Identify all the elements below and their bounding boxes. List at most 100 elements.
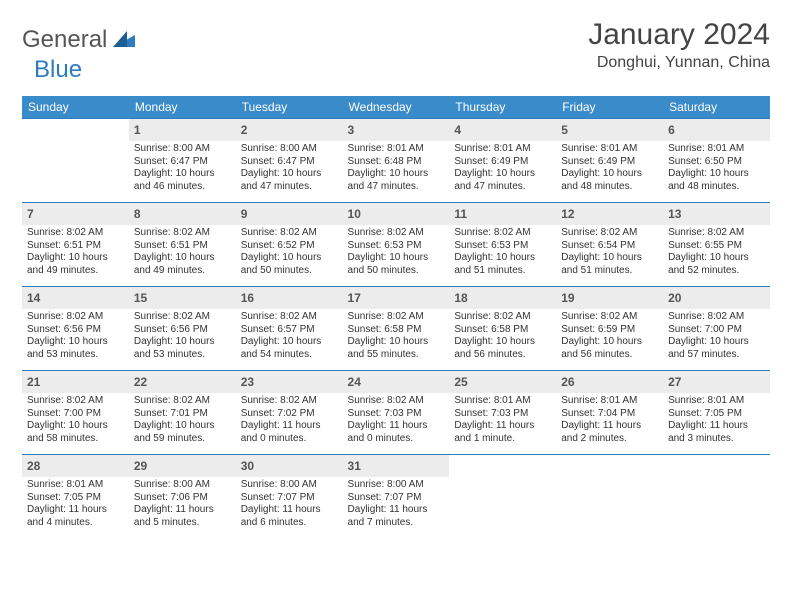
- calendar-cell: 18 Sunrise: 8:02 AMSunset: 6:58 PMDayligh…: [449, 287, 556, 371]
- month-title: January 2024: [588, 18, 770, 52]
- weekday-header: Saturday: [663, 96, 770, 119]
- calendar-cell: 30 Sunrise: 8:00 AMSunset: 7:07 PMDayligh…: [236, 455, 343, 539]
- calendar-cell: 15 Sunrise: 8:02 AMSunset: 6:56 PMDayligh…: [129, 287, 236, 371]
- day-details: Sunrise: 8:02 AMSunset: 6:51 PMDaylight:…: [22, 225, 129, 281]
- calendar-cell: 22Sunrise: 8:02 AMSunset: 7:01 PMDayligh…: [129, 371, 236, 455]
- day-number: 19: [561, 291, 574, 305]
- day-number: 31: [348, 459, 361, 473]
- day-details: Sunrise: 8:02 AMSunset: 6:55 PMDaylight:…: [663, 225, 770, 281]
- day-details: Sunrise: 8:00 AMSunset: 7:07 PMDaylight:…: [343, 477, 450, 533]
- day-details: Sunrise: 8:02 AMSunset: 6:53 PMDaylight:…: [449, 225, 556, 281]
- day-number: 20: [668, 291, 681, 305]
- day-number: 13: [668, 207, 681, 221]
- weekday-header: Wednesday: [343, 96, 450, 119]
- day-details: Sunrise: 8:00 AMSunset: 7:07 PMDaylight:…: [236, 477, 343, 533]
- day-details: Sunrise: 8:02 AMSunset: 6:57 PMDaylight:…: [236, 309, 343, 365]
- calendar-cell: 17 Sunrise: 8:02 AMSunset: 6:58 PMDayligh…: [343, 287, 450, 371]
- day-details: Sunrise: 8:02 AMSunset: 6:58 PMDaylight:…: [449, 309, 556, 365]
- day-number: 15: [134, 291, 147, 305]
- day-details: Sunrise: 8:01 AMSunset: 6:50 PMDaylight:…: [663, 141, 770, 197]
- calendar-cell: 1Sunrise: 8:00 AMSunset: 6:47 PMDaylight…: [129, 119, 236, 203]
- calendar-cell: 5 Sunrise: 8:01 AMSunset: 6:49 PMDaylight…: [556, 119, 663, 203]
- day-number: 9: [241, 207, 248, 221]
- calendar-cell: 19 Sunrise: 8:02 AMSunset: 6:59 PMDayligh…: [556, 287, 663, 371]
- day-number: 26: [561, 375, 574, 389]
- calendar-table: SundayMondayTuesdayWednesdayThursdayFrid…: [22, 96, 770, 539]
- calendar-cell: [556, 455, 663, 539]
- calendar-cell: 9Sunrise: 8:02 AMSunset: 6:52 PMDaylight…: [236, 203, 343, 287]
- day-number: 16: [241, 291, 254, 305]
- calendar-body: 1Sunrise: 8:00 AMSunset: 6:47 PMDaylight…: [22, 119, 770, 539]
- brand-text-1: General: [22, 26, 107, 54]
- day-number: 10: [348, 207, 361, 221]
- calendar-cell: 27 Sunrise: 8:01 AMSunset: 7:05 PMDayligh…: [663, 371, 770, 455]
- calendar-cell: 16 Sunrise: 8:02 AMSunset: 6:57 PMDayligh…: [236, 287, 343, 371]
- brand-text-2: Blue: [34, 56, 82, 83]
- day-number: 7: [27, 207, 34, 221]
- calendar-cell: 28Sunrise: 8:01 AMSunset: 7:05 PMDayligh…: [22, 455, 129, 539]
- day-number: 3: [348, 123, 355, 137]
- calendar-cell: 13 Sunrise: 8:02 AMSunset: 6:55 PMDayligh…: [663, 203, 770, 287]
- calendar-cell: 21 Sunrise: 8:02 AMSunset: 7:00 PMDayligh…: [22, 371, 129, 455]
- day-details: Sunrise: 8:02 AMSunset: 7:00 PMDaylight:…: [663, 309, 770, 365]
- calendar-row: 28Sunrise: 8:01 AMSunset: 7:05 PMDayligh…: [22, 455, 770, 539]
- day-details: Sunrise: 8:00 AMSunset: 6:47 PMDaylight:…: [129, 141, 236, 197]
- day-number: 27: [668, 375, 681, 389]
- day-number: 18: [454, 291, 467, 305]
- weekday-header: Friday: [556, 96, 663, 119]
- calendar-cell: 12Sunrise: 8:02 AMSunset: 6:54 PMDayligh…: [556, 203, 663, 287]
- calendar-row: 1Sunrise: 8:00 AMSunset: 6:47 PMDaylight…: [22, 119, 770, 203]
- day-number: 2: [241, 123, 248, 137]
- day-details: Sunrise: 8:02 AMSunset: 7:01 PMDaylight:…: [129, 393, 236, 449]
- day-details: Sunrise: 8:02 AMSunset: 6:59 PMDaylight:…: [556, 309, 663, 365]
- calendar-cell: 10 Sunrise: 8:02 AMSunset: 6:53 PMDayligh…: [343, 203, 450, 287]
- calendar-row: 14 Sunrise: 8:02 AMSunset: 6:56 PMDayligh…: [22, 287, 770, 371]
- day-number: 21: [27, 375, 40, 389]
- day-number: 5: [561, 123, 568, 137]
- day-number: 8: [134, 207, 141, 221]
- day-number: 6: [668, 123, 675, 137]
- calendar-cell: [663, 455, 770, 539]
- day-details: Sunrise: 8:01 AMSunset: 7:05 PMDaylight:…: [663, 393, 770, 449]
- day-details: Sunrise: 8:02 AMSunset: 6:54 PMDaylight:…: [556, 225, 663, 281]
- day-number: 24: [348, 375, 361, 389]
- calendar-cell: 31 Sunrise: 8:00 AMSunset: 7:07 PMDayligh…: [343, 455, 450, 539]
- day-details: Sunrise: 8:01 AMSunset: 6:49 PMDaylight:…: [556, 141, 663, 197]
- day-details: Sunrise: 8:01 AMSunset: 6:48 PMDaylight:…: [343, 141, 450, 197]
- day-details: Sunrise: 8:02 AMSunset: 6:56 PMDaylight:…: [22, 309, 129, 365]
- day-details: Sunrise: 8:01 AMSunset: 6:49 PMDaylight:…: [449, 141, 556, 197]
- calendar-row: 21 Sunrise: 8:02 AMSunset: 7:00 PMDayligh…: [22, 371, 770, 455]
- day-details: Sunrise: 8:00 AMSunset: 7:06 PMDaylight:…: [129, 477, 236, 533]
- calendar-cell: 23 Sunrise: 8:02 AMSunset: 7:02 PMDayligh…: [236, 371, 343, 455]
- day-number: 14: [27, 291, 40, 305]
- day-number: 30: [241, 459, 254, 473]
- day-details: Sunrise: 8:02 AMSunset: 6:51 PMDaylight:…: [129, 225, 236, 281]
- calendar-cell: 29 Sunrise: 8:00 AMSunset: 7:06 PMDayligh…: [129, 455, 236, 539]
- calendar-cell: 3 Sunrise: 8:01 AMSunset: 6:48 PMDaylight…: [343, 119, 450, 203]
- day-details: Sunrise: 8:01 AMSunset: 7:04 PMDaylight:…: [556, 393, 663, 449]
- calendar-cell: 7 Sunrise: 8:02 AMSunset: 6:51 PMDaylight…: [22, 203, 129, 287]
- brand-logo: General: [22, 18, 137, 54]
- day-number: 17: [348, 291, 361, 305]
- day-details: Sunrise: 8:00 AMSunset: 6:47 PMDaylight:…: [236, 141, 343, 197]
- calendar-cell: 4Sunrise: 8:01 AMSunset: 6:49 PMDaylight…: [449, 119, 556, 203]
- day-details: Sunrise: 8:02 AMSunset: 6:58 PMDaylight:…: [343, 309, 450, 365]
- weekday-header-row: SundayMondayTuesdayWednesdayThursdayFrid…: [22, 96, 770, 119]
- day-details: Sunrise: 8:02 AMSunset: 6:53 PMDaylight:…: [343, 225, 450, 281]
- calendar-cell: 24 Sunrise: 8:02 AMSunset: 7:03 PMDayligh…: [343, 371, 450, 455]
- calendar-cell: 25Sunrise: 8:01 AMSunset: 7:03 PMDayligh…: [449, 371, 556, 455]
- brand-mark-icon: [113, 29, 135, 52]
- calendar-cell: 2 Sunrise: 8:00 AMSunset: 6:47 PMDaylight…: [236, 119, 343, 203]
- day-details: Sunrise: 8:02 AMSunset: 7:03 PMDaylight:…: [343, 393, 450, 449]
- day-number: 29: [134, 459, 147, 473]
- day-details: Sunrise: 8:02 AMSunset: 7:02 PMDaylight:…: [236, 393, 343, 449]
- day-details: Sunrise: 8:02 AMSunset: 7:00 PMDaylight:…: [22, 393, 129, 449]
- weekday-header: Monday: [129, 96, 236, 119]
- calendar-cell: 26 Sunrise: 8:01 AMSunset: 7:04 PMDayligh…: [556, 371, 663, 455]
- day-details: Sunrise: 8:01 AMSunset: 7:05 PMDaylight:…: [22, 477, 129, 533]
- day-number: 23: [241, 375, 254, 389]
- day-number: 11: [454, 207, 467, 221]
- calendar-row: 7 Sunrise: 8:02 AMSunset: 6:51 PMDaylight…: [22, 203, 770, 287]
- calendar-cell: 20 Sunrise: 8:02 AMSunset: 7:00 PMDayligh…: [663, 287, 770, 371]
- day-details: Sunrise: 8:02 AMSunset: 6:56 PMDaylight:…: [129, 309, 236, 365]
